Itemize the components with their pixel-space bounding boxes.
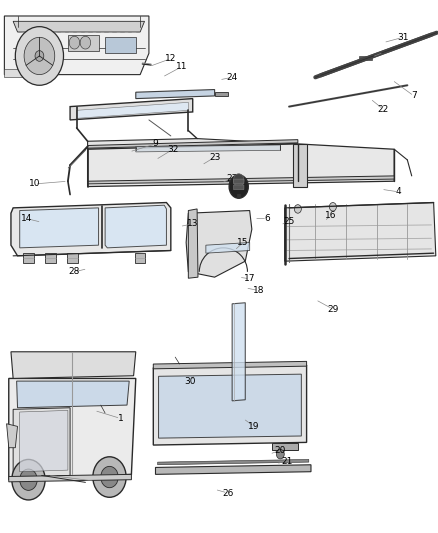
Polygon shape [88,144,394,187]
Polygon shape [186,211,252,277]
Polygon shape [272,443,298,450]
Polygon shape [88,139,298,149]
Polygon shape [45,253,56,263]
Text: 14: 14 [21,214,32,223]
Text: 12: 12 [165,54,177,63]
Text: 1: 1 [117,414,124,423]
Polygon shape [159,374,301,438]
Text: 17: 17 [244,274,255,283]
Text: 19: 19 [248,422,260,431]
Polygon shape [285,203,436,261]
Polygon shape [232,303,245,401]
Text: 32: 32 [167,145,179,154]
Polygon shape [155,465,311,474]
Text: 20: 20 [275,446,286,455]
Text: 16: 16 [325,212,336,220]
Polygon shape [4,69,53,77]
Polygon shape [153,365,307,445]
Polygon shape [158,459,309,465]
Circle shape [80,36,91,49]
Polygon shape [105,205,166,248]
Circle shape [35,51,44,61]
Circle shape [233,174,244,187]
Circle shape [101,466,118,488]
Text: 26: 26 [222,489,233,497]
Polygon shape [77,102,188,118]
Circle shape [20,469,37,490]
Circle shape [329,203,336,211]
Polygon shape [206,243,250,253]
Circle shape [24,37,55,75]
Text: 18: 18 [253,286,264,295]
Polygon shape [136,90,215,99]
Polygon shape [11,352,136,378]
Text: 9: 9 [152,140,159,148]
Polygon shape [9,378,136,480]
Polygon shape [153,361,307,369]
Polygon shape [9,474,131,482]
Circle shape [69,36,80,49]
Text: 6: 6 [264,214,270,223]
Text: 28: 28 [69,268,80,276]
Circle shape [12,459,45,500]
Polygon shape [4,16,149,75]
Circle shape [294,205,301,213]
Circle shape [276,449,284,459]
Polygon shape [293,144,307,187]
Text: 15: 15 [237,238,249,247]
Polygon shape [13,408,70,477]
Text: 13: 13 [187,220,198,228]
Text: 21: 21 [281,457,293,465]
Polygon shape [215,92,228,96]
Polygon shape [88,140,298,148]
Text: 24: 24 [226,73,238,82]
Polygon shape [88,176,394,184]
Polygon shape [359,56,372,60]
Text: 23: 23 [209,153,220,161]
Text: 11: 11 [176,62,187,71]
Text: 27: 27 [226,174,238,183]
Polygon shape [188,209,198,278]
Text: 31: 31 [397,33,409,42]
Text: 30: 30 [185,377,196,385]
Polygon shape [237,194,241,198]
Circle shape [15,27,64,85]
Polygon shape [68,35,99,51]
Polygon shape [11,203,171,256]
Polygon shape [20,208,99,248]
Text: 10: 10 [29,180,41,188]
Polygon shape [13,21,145,32]
Polygon shape [20,410,68,472]
Polygon shape [17,381,129,408]
Polygon shape [135,253,145,263]
Text: 22: 22 [378,105,389,114]
Polygon shape [105,37,136,53]
Circle shape [229,175,248,198]
Circle shape [93,457,126,497]
Polygon shape [7,424,18,448]
Polygon shape [23,253,34,263]
Polygon shape [67,253,78,263]
FancyBboxPatch shape [233,179,244,184]
Polygon shape [70,99,193,120]
Text: 29: 29 [327,305,339,313]
FancyBboxPatch shape [233,185,244,190]
Text: 7: 7 [411,92,417,100]
Text: 25: 25 [283,217,295,225]
Text: 4: 4 [396,188,401,196]
Polygon shape [136,145,280,152]
